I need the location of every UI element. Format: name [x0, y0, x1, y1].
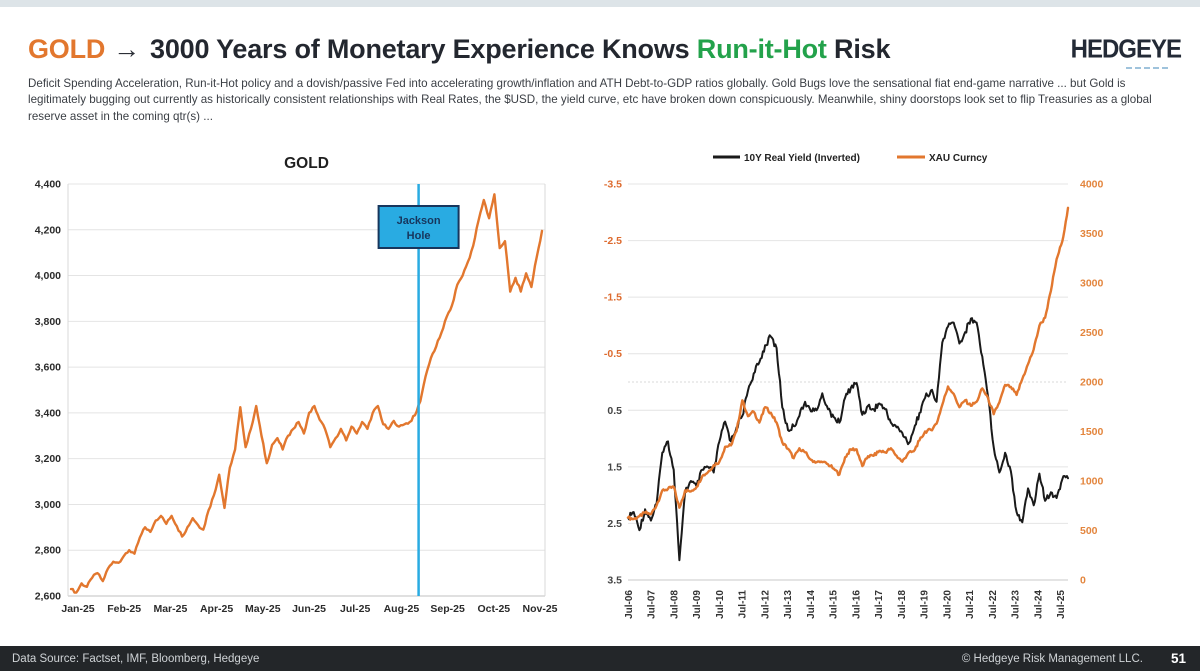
- x-axis-tick-label: Jul-23: [1011, 590, 1022, 619]
- x-axis-tick-label: Oct-25: [477, 603, 510, 615]
- logo-underline-decoration: [1126, 67, 1168, 69]
- x-axis-tick-label: Jul-09: [692, 590, 703, 619]
- right-y-axis-tick-label: 2000: [1080, 377, 1104, 389]
- x-axis-tick-label: Jul-06: [624, 590, 635, 619]
- page-title: GOLD → 3000 Years of Monetary Experience K…: [28, 34, 890, 65]
- x-axis-tick-label: Jun-25: [292, 603, 326, 615]
- y-axis-tick-label: 2,600: [35, 591, 61, 603]
- right-y-axis-tick-label: 4000: [1080, 179, 1104, 191]
- x-axis-tick-label: Jul-07: [647, 590, 658, 619]
- slide-subtitle: Deficit Spending Acceleration, Run-it-Ho…: [28, 77, 1152, 123]
- gold-price-chart: GOLD 2,600 2,800 3,000 3,200 3,400 3,600 3,800 4…: [35, 155, 558, 615]
- x-axis-tick-label: Jul-17: [874, 590, 885, 619]
- x-axis-tick-label: Nov-25: [522, 603, 557, 615]
- legend-label-xau: XAU Curncy: [929, 153, 988, 164]
- x-axis-tick-label: Jul-20: [942, 590, 953, 619]
- title-ticker: GOLD: [28, 34, 106, 64]
- page-number: 51: [1170, 651, 1186, 666]
- right-y-axis-tick-label: 500: [1080, 525, 1098, 537]
- gold-chart-title: GOLD: [284, 155, 329, 172]
- right-y-axis-tick-label: 3000: [1080, 278, 1104, 290]
- x-axis-tick-label: Jul-15: [829, 590, 840, 619]
- data-source-text: Data Source: Factset, IMF, Bloomberg, He…: [12, 652, 260, 665]
- x-axis-tick-label: Jul-16: [851, 590, 862, 619]
- y-axis-tick-label: 3,400: [35, 407, 61, 419]
- x-axis-tick-label: Jul-08: [669, 590, 680, 619]
- arrow-icon: →: [113, 34, 141, 64]
- y-axis-tick-label: 4,000: [35, 270, 61, 282]
- window-chrome-bar: [0, 0, 1200, 7]
- title-main: 3000 Years of Monetary Experience Knows: [150, 34, 690, 64]
- jackson-hole-label: Hole: [407, 230, 431, 242]
- right-y-axis-tick-label: 1500: [1080, 426, 1104, 438]
- x-axis-tick-label: Sep-25: [430, 603, 465, 615]
- left-y-axis-tick-label: 2.5: [607, 518, 622, 530]
- right-y-axis-tick-label: 2500: [1080, 327, 1104, 339]
- x-axis-tick-label: Jul-11: [738, 590, 749, 619]
- y-axis-tick-label: 3,000: [35, 499, 61, 511]
- x-axis-tick-label: Mar-25: [153, 603, 187, 615]
- gold-series-line: [69, 193, 544, 594]
- x-axis-tick-label: Jul-12: [760, 590, 771, 619]
- y-axis-tick-label: 4,400: [35, 179, 61, 191]
- left-y-axis-tick-label: 1.5: [607, 461, 622, 473]
- left-y-axis-tick-label: 3.5: [607, 575, 622, 587]
- x-axis-tick-label: Jul-25: [1056, 590, 1067, 619]
- y-axis-tick-label: 3,200: [35, 453, 61, 465]
- x-axis-tick-label: Jul-22: [988, 590, 999, 619]
- right-y-axis-tick-label: 3500: [1080, 228, 1104, 240]
- x-axis-tick-label: Jul-14: [806, 590, 817, 619]
- x-axis-tick-label: Aug-25: [384, 603, 420, 615]
- right-y-axis-tick-label: 0: [1080, 575, 1086, 587]
- x-axis-tick-label: Jan-25: [61, 603, 94, 615]
- x-axis-tick-label: Jul-19: [920, 590, 931, 619]
- y-axis-tick-label: 3,800: [35, 316, 61, 328]
- x-axis-tick-label: Jul-18: [897, 590, 908, 619]
- real-yield-vs-xau-chart: -3.5 -2.5 -1.5 -0.5 0.5 1.5 2.5 3.5 4000 3500 3000…: [604, 153, 1104, 619]
- title-highlight: Run-it-Hot: [696, 34, 827, 64]
- left-y-axis-tick-label: 0.5: [607, 405, 622, 417]
- legend-label-real-yield: 10Y Real Yield (Inverted): [744, 153, 860, 164]
- x-axis-tick-label: Apr-25: [200, 603, 233, 615]
- x-axis-tick-label: Jul-24: [1033, 590, 1044, 619]
- jackson-hole-label: Jackson: [397, 215, 441, 227]
- x-axis-tick-label: May-25: [245, 603, 281, 615]
- left-y-axis-tick-label: -3.5: [604, 179, 622, 191]
- y-axis-tick-label: 2,800: [35, 545, 61, 557]
- left-y-axis-tick-label: -0.5: [604, 348, 622, 360]
- x-axis-tick-label: Feb-25: [107, 603, 141, 615]
- right-y-axis-tick-label: 1000: [1080, 476, 1104, 488]
- footer-bar: Data Source: Factset, IMF, Bloomberg, He…: [0, 646, 1200, 671]
- x-axis-tick-label: Jul-13: [783, 590, 794, 619]
- title-suffix: Risk: [826, 34, 891, 64]
- x-axis-tick-label: Jul-21: [965, 590, 976, 619]
- x-axis-tick-label: Jul-25: [340, 603, 371, 615]
- copyright-text: © Hedgeye Risk Management LLC.: [961, 652, 1143, 665]
- xau-series-line: [626, 206, 1070, 521]
- left-y-axis-tick-label: -1.5: [604, 292, 622, 304]
- hedgeye-logo: HEDGEYE: [1070, 34, 1182, 65]
- real-yield-series-line: [627, 317, 1069, 562]
- y-axis-tick-label: 4,200: [35, 224, 61, 236]
- y-axis-tick-label: 3,600: [35, 362, 61, 374]
- jackson-hole-callout-box: [377, 205, 460, 249]
- x-axis-tick-label: Jul-10: [715, 590, 726, 619]
- left-y-axis-tick-label: -2.5: [604, 235, 622, 247]
